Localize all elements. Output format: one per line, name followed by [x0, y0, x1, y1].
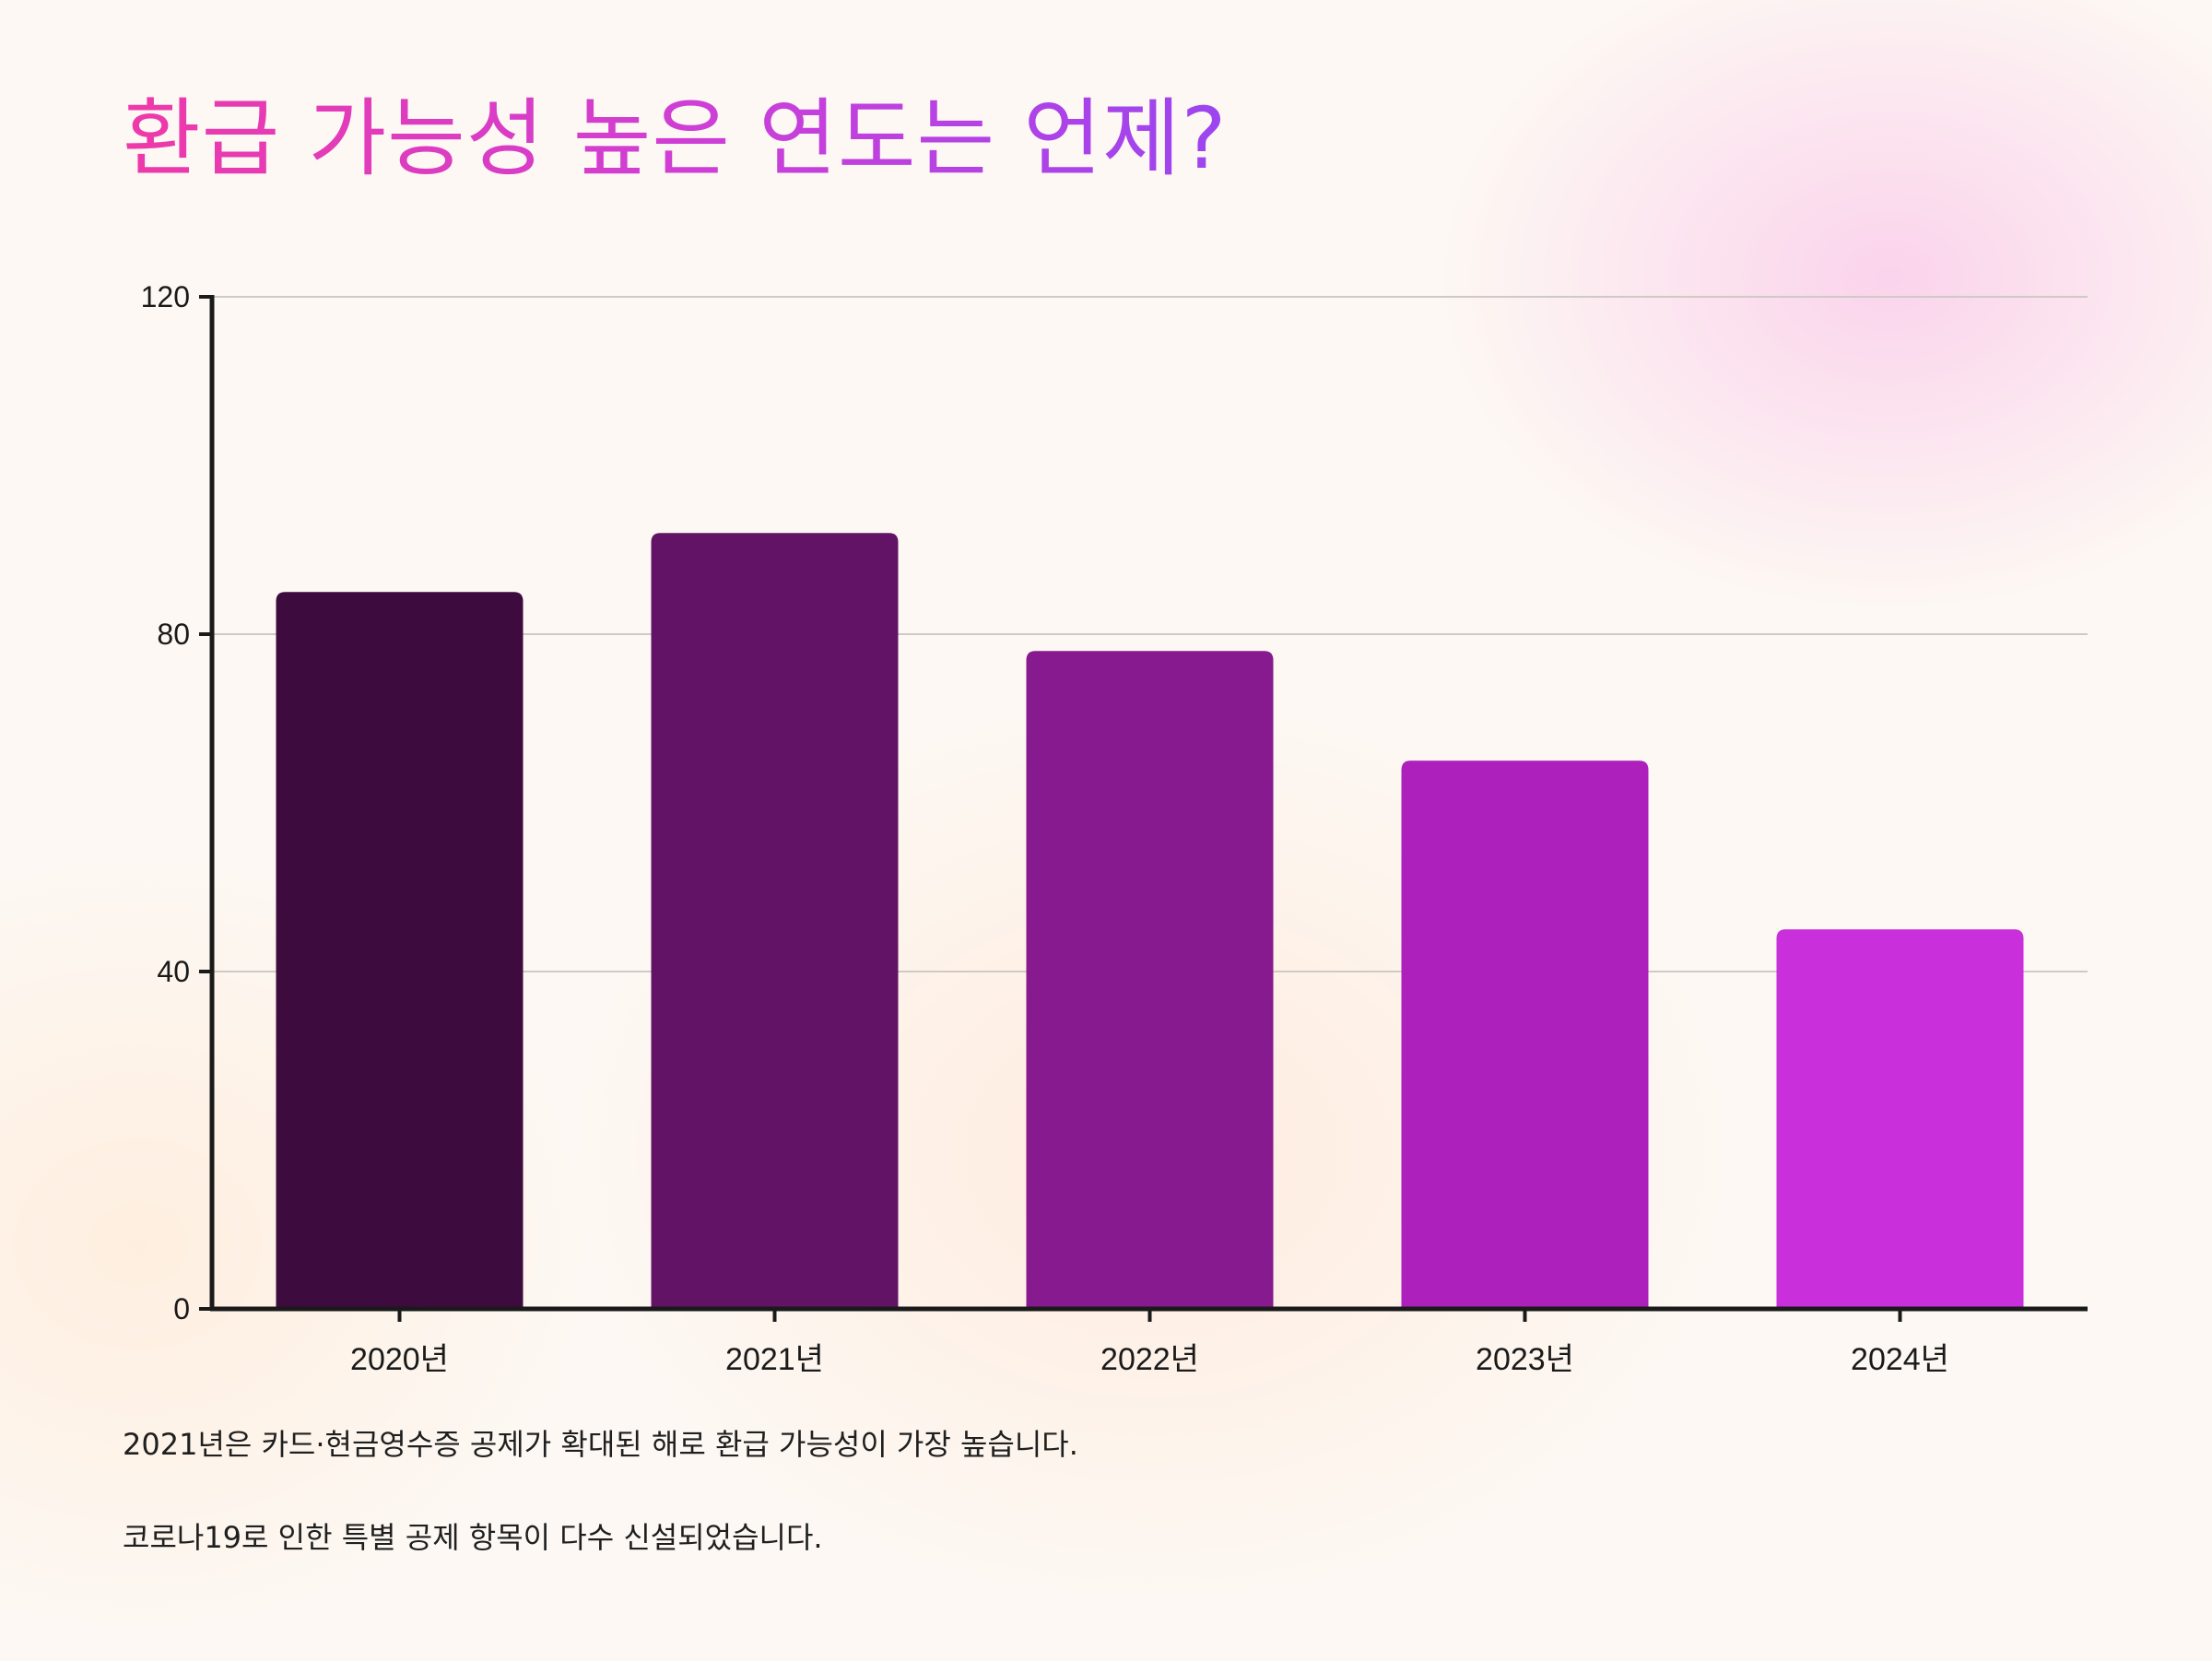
x-tick-label: 2023년 — [1476, 1342, 1574, 1377]
tick-labels: 0 40 80 120 2020년 2021년 2022년 2023년 2024년 — [141, 280, 1949, 1377]
bars — [276, 533, 2024, 1309]
y-tick-label: 80 — [157, 618, 190, 651]
bar-2 — [1026, 651, 1274, 1309]
chart-title: 환급 가능성 높은 연도는 언제? — [123, 89, 1228, 188]
x-tick-label: 2022년 — [1100, 1342, 1199, 1377]
bar-4 — [1776, 929, 2024, 1309]
x-tick-label: 2021년 — [725, 1342, 824, 1377]
x-tick-label: 2024년 — [1851, 1342, 1949, 1377]
y-tick-label: 120 — [141, 280, 190, 313]
bar-3 — [1401, 760, 1649, 1309]
y-tick-label: 0 — [173, 1292, 190, 1325]
axes — [199, 295, 2088, 1322]
x-tick-label: 2020년 — [350, 1342, 449, 1377]
bar-0 — [276, 592, 524, 1309]
y-tick-label: 40 — [157, 955, 190, 988]
bar-1 — [651, 533, 899, 1309]
caption-line-2: 코로나19로 인한 특별 공제 항목이 다수 신설되었습니다. — [123, 1520, 823, 1555]
caption-line-1: 2021년은 카드·현금영수증 공제가 확대된 해로 환급 가능성이 가장 높습… — [123, 1427, 1078, 1462]
